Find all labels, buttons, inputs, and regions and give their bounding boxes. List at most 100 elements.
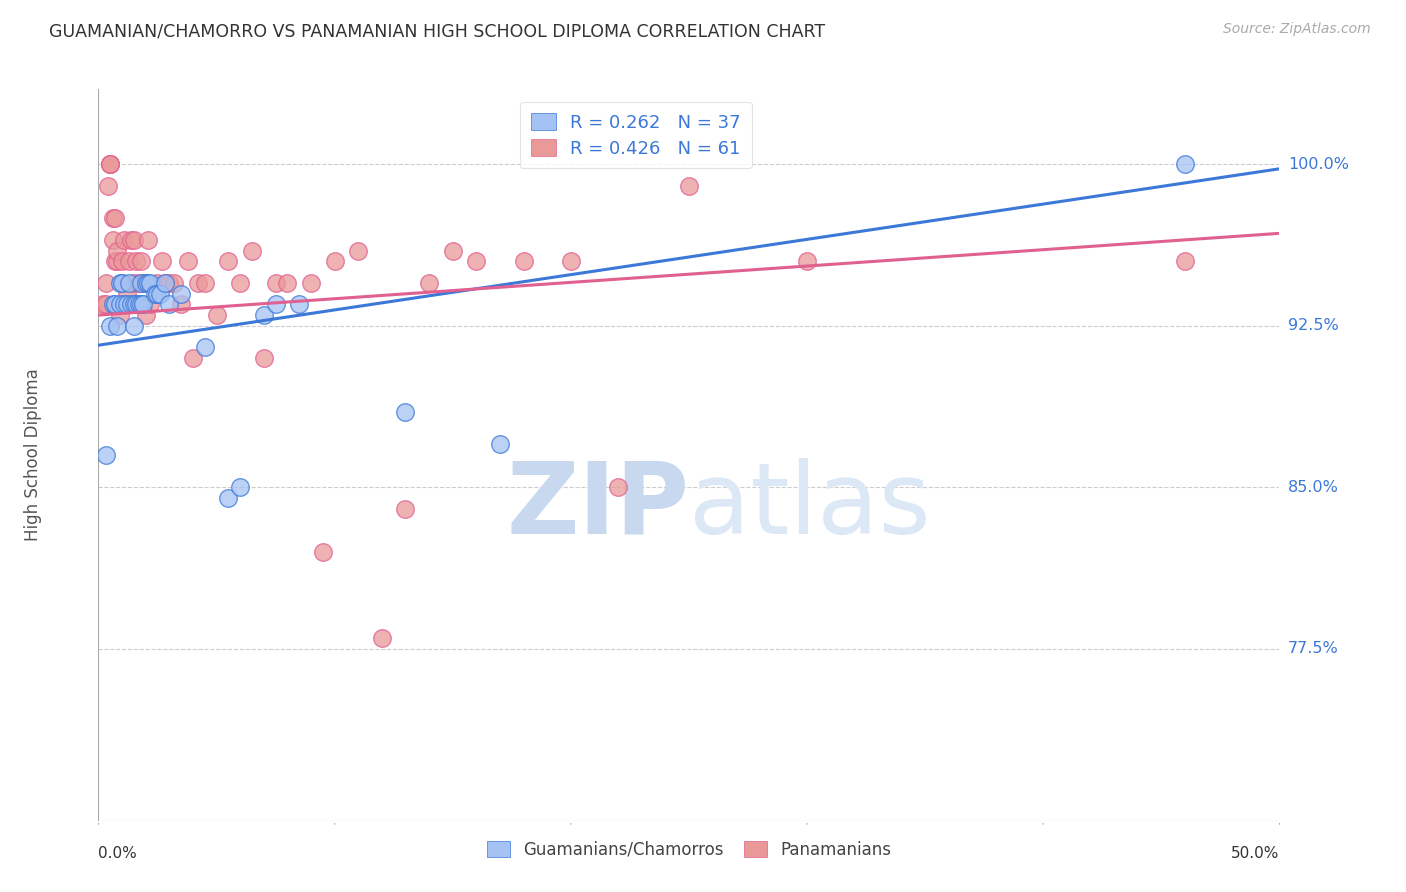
Text: 77.5%: 77.5% — [1288, 641, 1339, 656]
Text: 0.0%: 0.0% — [98, 846, 138, 861]
Point — [146, 286, 169, 301]
Point — [101, 297, 124, 311]
Point — [108, 297, 131, 311]
Point — [299, 276, 322, 290]
Point — [264, 276, 287, 290]
Point — [98, 157, 121, 171]
Point — [240, 244, 263, 258]
Point — [1174, 254, 1197, 268]
Point — [108, 276, 131, 290]
Point — [150, 254, 173, 268]
Point — [153, 276, 176, 290]
Point — [229, 480, 252, 494]
Point — [253, 351, 276, 365]
Text: atlas: atlas — [689, 458, 931, 555]
Point — [276, 276, 298, 290]
Point — [128, 297, 150, 311]
Point — [128, 276, 150, 290]
Point — [122, 233, 145, 247]
Point — [129, 276, 152, 290]
Point — [264, 297, 287, 311]
Point — [118, 276, 141, 290]
Text: 92.5%: 92.5% — [1288, 318, 1339, 334]
Point — [217, 491, 239, 505]
Point — [139, 297, 162, 311]
Text: 50.0%: 50.0% — [1232, 846, 1279, 861]
Point — [157, 276, 180, 290]
Point — [104, 211, 127, 226]
Text: ZIP: ZIP — [506, 458, 689, 555]
Point — [91, 297, 114, 311]
Point — [112, 297, 135, 311]
Point — [94, 297, 117, 311]
Point — [323, 254, 346, 268]
Point — [465, 254, 488, 268]
Point — [157, 297, 180, 311]
Point — [132, 276, 155, 290]
Point — [288, 297, 311, 311]
Point — [121, 233, 143, 247]
Point — [489, 437, 512, 451]
Point — [136, 276, 159, 290]
Point — [122, 318, 145, 333]
Point — [135, 276, 157, 290]
Text: 85.0%: 85.0% — [1288, 480, 1339, 495]
Point — [163, 276, 186, 290]
Point — [149, 286, 172, 301]
Point — [371, 631, 394, 645]
Point — [98, 157, 121, 171]
Point — [312, 545, 335, 559]
Point — [101, 211, 124, 226]
Point — [170, 297, 193, 311]
Point — [170, 286, 193, 301]
Point — [129, 297, 152, 311]
Legend: Guamanians/Chamorros, Panamanians: Guamanians/Chamorros, Panamanians — [478, 832, 900, 867]
Point — [115, 297, 138, 311]
Point — [121, 297, 143, 311]
Point — [104, 254, 127, 268]
Point — [122, 297, 145, 311]
Point — [98, 318, 121, 333]
Point — [136, 233, 159, 247]
Point — [112, 233, 135, 247]
Point — [143, 286, 166, 301]
Point — [512, 254, 534, 268]
Point — [129, 254, 152, 268]
Point — [394, 405, 416, 419]
Point — [111, 254, 134, 268]
Point — [229, 276, 252, 290]
Point — [347, 244, 370, 258]
Point — [122, 276, 145, 290]
Point — [135, 308, 157, 322]
Point — [97, 179, 120, 194]
Point — [441, 244, 464, 258]
Point — [105, 244, 128, 258]
Point — [94, 276, 117, 290]
Point — [153, 276, 176, 290]
Text: 100.0%: 100.0% — [1288, 157, 1348, 172]
Point — [98, 157, 121, 171]
Point — [101, 233, 124, 247]
Point — [125, 297, 148, 311]
Point — [394, 501, 416, 516]
Point — [217, 254, 239, 268]
Text: High School Diploma: High School Diploma — [24, 368, 42, 541]
Text: GUAMANIAN/CHAMORRO VS PANAMANIAN HIGH SCHOOL DIPLOMA CORRELATION CHART: GUAMANIAN/CHAMORRO VS PANAMANIAN HIGH SC… — [49, 22, 825, 40]
Point — [181, 351, 204, 365]
Point — [194, 340, 217, 354]
Point — [678, 179, 700, 194]
Point — [125, 254, 148, 268]
Point — [115, 286, 138, 301]
Point — [118, 254, 141, 268]
Point — [205, 308, 228, 322]
Point — [177, 254, 200, 268]
Point — [139, 276, 162, 290]
Point — [418, 276, 440, 290]
Point — [560, 254, 582, 268]
Point — [132, 297, 155, 311]
Point — [105, 254, 128, 268]
Point — [253, 308, 276, 322]
Point — [94, 448, 117, 462]
Point — [194, 276, 217, 290]
Point — [104, 297, 127, 311]
